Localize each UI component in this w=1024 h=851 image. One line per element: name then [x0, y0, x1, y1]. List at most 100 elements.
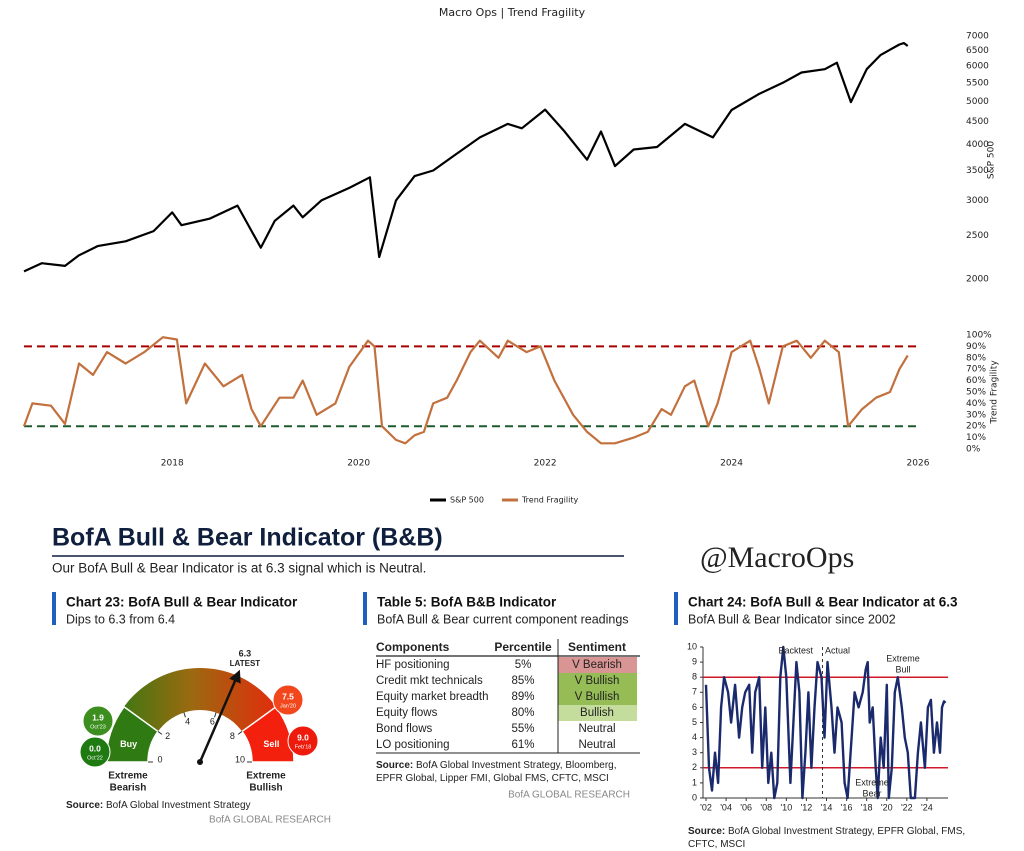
zone-label: Buy: [120, 739, 137, 749]
x-tick-label: '18: [861, 802, 873, 812]
chart-title: Macro Ops | Trend Fragility: [439, 6, 586, 19]
gauge-tick: [237, 731, 243, 735]
x-tick-label: '14: [821, 802, 833, 812]
gauge-tick-label: 4: [185, 716, 190, 726]
sentiment-cell: [558, 657, 637, 673]
x-tick-label: 2026: [907, 459, 930, 469]
x-tick-label: '10: [780, 802, 792, 812]
annotation: Bear: [862, 788, 881, 798]
history-date: Oct'23: [90, 724, 106, 730]
source-label: Source:: [688, 826, 726, 837]
table-cell: Neutral: [578, 739, 615, 751]
y-tick-label: 2: [692, 762, 697, 772]
table-cell: Credit mkt technicals: [376, 675, 483, 687]
column-header: Components: [376, 640, 450, 654]
sentiment-cell: [558, 689, 637, 705]
chart: 0 1 2 3 4 5 6 7 8 9 10 '02 '04 '06 '08 '10 '12 '14 '16 '18 '…: [687, 641, 948, 812]
table-cell: 5%: [515, 659, 532, 671]
x-tick-label: '04: [720, 802, 732, 812]
y-tick-label: 9: [692, 656, 697, 666]
needle: [198, 669, 241, 763]
table-cell: V Bullish: [575, 691, 620, 703]
annotation: Extreme: [886, 653, 920, 663]
y-tick-label: 10%: [966, 433, 986, 443]
footer: BofA GLOBAL RESEARCH: [209, 815, 331, 826]
y-tick-label: 5000: [966, 97, 989, 107]
panel-title: Chart 24: BofA Bull & Bear Indicator at …: [688, 595, 958, 610]
y-tick-label: 5: [692, 717, 697, 727]
needle-note: LATEST: [230, 659, 261, 668]
annotation: Bull: [895, 664, 910, 674]
series-line: [704, 645, 947, 800]
table-cell: 61%: [511, 739, 534, 751]
history-bubble: [272, 684, 304, 716]
zone-label: Sell: [263, 739, 279, 749]
x-tick-label: '08: [760, 802, 772, 812]
y-tick-label: 5500: [966, 78, 989, 88]
x-tick-label: 2020: [347, 459, 370, 469]
history-bubble: [82, 705, 114, 737]
y-tick-label: 10: [687, 641, 697, 651]
x-tick-label: '06: [740, 802, 752, 812]
y-tick-label: 7: [692, 687, 697, 697]
table-cell: Bond flows: [376, 723, 433, 735]
y-tick-label: 90%: [966, 342, 986, 352]
needle-value: 6.3: [239, 648, 252, 658]
panel-title: Chart 23: BofA Bull & Bear Indicator: [66, 595, 298, 610]
table-cell: Neutral: [578, 723, 615, 735]
history-value: 1.9: [92, 712, 104, 722]
x-tick-label: 2018: [161, 459, 184, 469]
series-line: [22, 336, 909, 445]
y-tick-label: 4000: [966, 140, 989, 150]
gauge-tick: [214, 712, 217, 718]
gauge-tick: [183, 712, 186, 718]
source-label: Source:: [66, 800, 104, 811]
y-tick-label: 7000: [966, 32, 989, 42]
column-header: Sentiment: [568, 640, 626, 654]
y-tick-label: 3000: [966, 196, 989, 206]
panel-accent: [674, 592, 678, 625]
table-cell: LO positioning: [376, 739, 450, 751]
y-tick-label: 3: [692, 747, 697, 757]
chart: Macro Ops | Trend Fragility 2000 2500 3000 3…: [22, 6, 1000, 505]
y-tick-label: 30%: [966, 410, 986, 420]
y-tick-label: 6500: [966, 46, 989, 56]
y-tick-label: 6000: [966, 61, 989, 71]
panel-accent: [52, 592, 56, 625]
gauge-tick-label: 10: [235, 754, 245, 764]
history-value: 7.5: [282, 691, 294, 701]
x-tick-label: '22: [901, 802, 913, 812]
y-tick-label: 50%: [966, 388, 986, 398]
history-date: Oct'22: [87, 755, 103, 761]
gauge-tick: [157, 731, 163, 735]
source-note: Source: BofA Global Investment Strategy,…: [376, 759, 641, 785]
legend-label: Trend Fragility: [521, 496, 579, 505]
series-line: [23, 42, 909, 273]
y-tick-label: 100%: [966, 330, 992, 340]
table-cell: 80%: [511, 707, 534, 719]
source-text: BofA Global Investment Strategy, EPFR Gl…: [688, 826, 966, 850]
source-note: Source: BofA Global Investment Strategy: [66, 799, 326, 812]
section-title: BofA Bull & Bear Indicator (B&B): [52, 524, 443, 552]
sentiment-cell: [558, 721, 637, 737]
extreme-label: Extreme: [108, 771, 148, 782]
table-cell: 55%: [511, 723, 534, 735]
y2-axis-label: Trend Fragility: [990, 360, 1000, 425]
source-label: Source:: [376, 760, 414, 771]
annotation: Backtest: [778, 645, 813, 655]
source-note: Source: BofA Global Investment Strategy,…: [688, 825, 968, 851]
y-tick-label: 4500: [966, 117, 989, 127]
table-cell: V Bullish: [575, 675, 620, 687]
sentiment-cell: [558, 737, 637, 753]
x-tick-label: 2024: [720, 459, 743, 469]
y-tick-label: 2000: [966, 275, 989, 285]
sentiment-cell: [558, 705, 637, 721]
panel-subtitle: BofA Bull & Bear current component readi…: [377, 612, 629, 626]
table: Components Percentile Sentiment HF position…: [376, 639, 640, 801]
extreme-label: Bullish: [249, 783, 282, 794]
y-tick-label: 8: [692, 672, 697, 682]
annotation: Actual: [825, 645, 850, 655]
